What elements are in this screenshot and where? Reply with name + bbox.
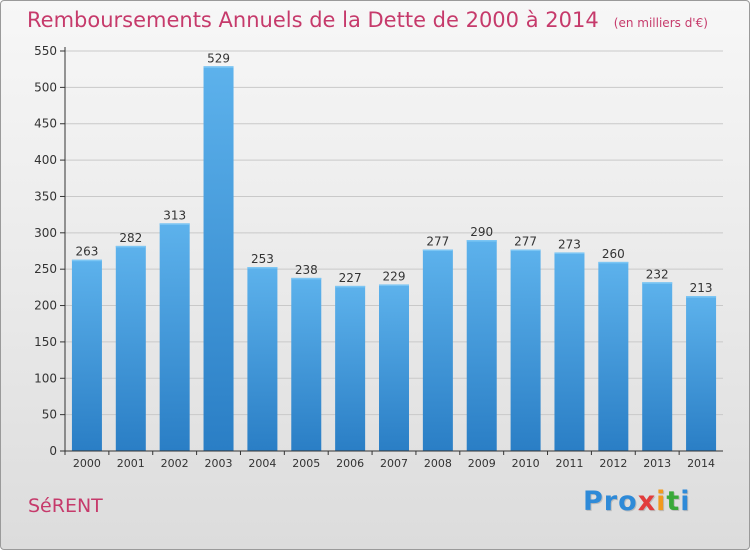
x-tick-label: 2001 — [117, 457, 145, 470]
x-tick-label: 2009 — [468, 457, 496, 470]
bar — [466, 240, 497, 451]
logo-letter: x — [637, 486, 657, 517]
y-tick-label: 150 — [34, 335, 57, 349]
data-label: 227 — [339, 271, 362, 285]
x-tick-label: 2002 — [161, 457, 189, 470]
x-tick-label: 2014 — [687, 457, 715, 470]
y-tick-label: 350 — [34, 189, 57, 203]
bar — [598, 261, 629, 451]
logo-letter: r — [603, 486, 619, 517]
data-label: 238 — [295, 263, 318, 277]
data-label: 213 — [690, 281, 713, 295]
y-tick-label: 450 — [34, 117, 57, 131]
bar — [291, 277, 322, 451]
bars-layer — [71, 66, 717, 451]
bar-highlight — [642, 282, 673, 284]
title-row: Remboursements Annuels de la Dette de 20… — [27, 8, 708, 32]
bar-highlight — [422, 249, 453, 252]
logo-letter: i — [680, 486, 691, 517]
bar — [642, 282, 673, 451]
bar-highlight — [598, 261, 629, 264]
y-tick-label: 0 — [49, 444, 57, 458]
bar — [335, 285, 366, 451]
y-tick-label: 550 — [34, 44, 57, 58]
bar-highlight — [554, 252, 585, 254]
data-label: 277 — [426, 235, 449, 249]
data-label: 253 — [251, 252, 274, 266]
x-tick-label: 2003 — [205, 457, 233, 470]
y-tick-label: 100 — [34, 371, 57, 385]
y-tick-label: 300 — [34, 226, 57, 240]
bar — [71, 259, 102, 451]
data-label: 260 — [602, 247, 625, 261]
y-tick-label: 400 — [34, 153, 57, 167]
x-tick-label: 2006 — [336, 457, 364, 470]
logo-letter: t — [666, 486, 681, 517]
x-tick-label: 2011 — [555, 457, 583, 470]
bar — [159, 223, 190, 451]
bar — [379, 284, 409, 451]
data-label: 529 — [207, 51, 230, 65]
bar — [203, 66, 234, 451]
data-label: 229 — [383, 269, 406, 283]
chart-unit: (en milliers d'€) — [613, 16, 708, 30]
bar — [115, 245, 146, 451]
commune-name: SéRENT — [28, 495, 103, 517]
data-label: 282 — [119, 231, 142, 245]
bar-highlight — [247, 267, 278, 269]
bar-highlight — [379, 284, 409, 286]
bar — [510, 249, 541, 451]
logo-letter: o — [618, 486, 638, 517]
data-label: 290 — [470, 225, 493, 239]
data-label: 232 — [646, 267, 669, 281]
y-tick-label: 50 — [42, 408, 57, 422]
bar-highlight — [159, 223, 190, 225]
bar-highlight — [466, 240, 497, 242]
logo-letter: i — [656, 486, 667, 517]
x-tick-label: 2013 — [643, 457, 671, 470]
x-tick-label: 2007 — [380, 457, 408, 470]
x-tick-label: 2004 — [248, 457, 276, 470]
y-tick-label: 200 — [34, 299, 57, 313]
logo-letter: P — [583, 486, 604, 517]
bar-highlight — [335, 285, 366, 288]
proxiti-logo[interactable]: Proxiti — [583, 486, 691, 517]
bar — [247, 267, 278, 451]
data-label: 263 — [75, 245, 98, 259]
x-tick-label: 2012 — [599, 457, 627, 470]
x-tick-label: 2008 — [424, 457, 452, 470]
x-tick-label: 2005 — [292, 457, 320, 470]
data-label: 273 — [558, 237, 581, 251]
bar-highlight — [203, 66, 234, 68]
bar-highlight — [291, 277, 322, 280]
x-tick-label: 2010 — [512, 457, 540, 470]
axis-layer: 0 50 100 150 200 250 300 350 400 450 500 550 2000 200… — [34, 44, 723, 470]
bar-highlight — [510, 249, 541, 252]
bar-highlight — [686, 296, 717, 298]
x-tick-label: 2000 — [73, 457, 101, 470]
chart-title: Remboursements Annuels de la Dette de 20… — [27, 8, 599, 32]
bar-highlight — [115, 245, 146, 248]
data-label: 277 — [514, 235, 537, 249]
labels-layer: 263 282 313 529 253 238 227 229 277 290 277 273 260 2… — [75, 51, 712, 295]
y-tick-label: 500 — [34, 80, 57, 94]
data-label: 313 — [163, 208, 186, 222]
bar-highlight — [71, 259, 102, 262]
bar — [422, 249, 453, 451]
bar — [686, 296, 717, 451]
y-tick-label: 250 — [34, 262, 57, 276]
bar — [554, 252, 585, 451]
